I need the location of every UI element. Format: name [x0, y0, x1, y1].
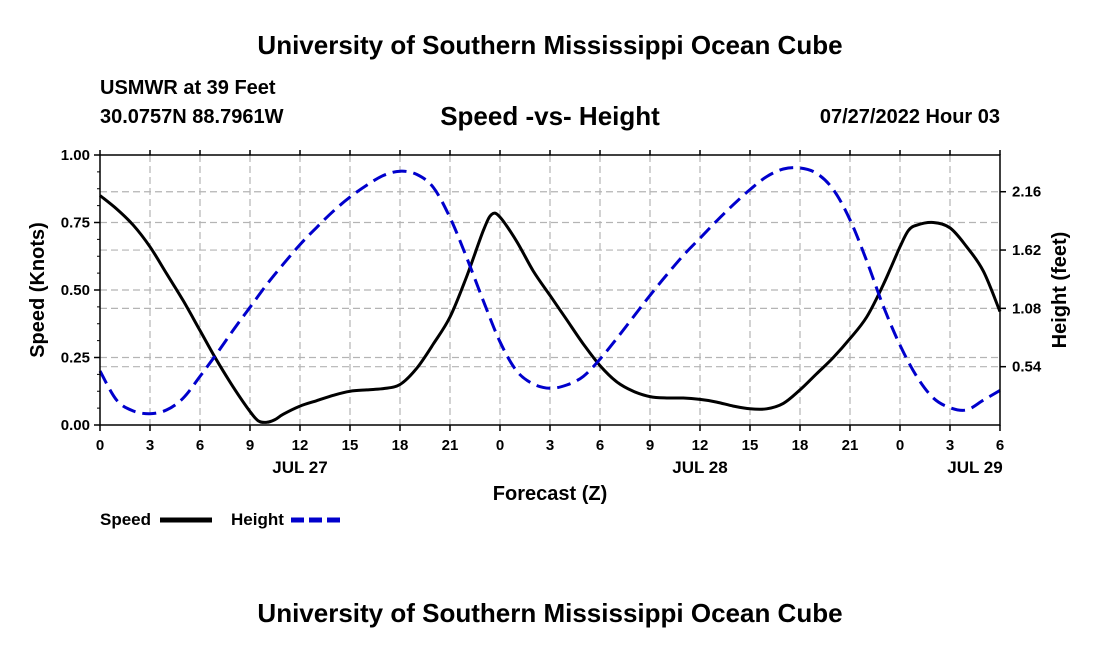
date-label: JUL 28 — [672, 458, 727, 477]
x-tick-label: 18 — [392, 437, 409, 454]
series-layer — [98, 166, 1002, 424]
legend-height-label: Height — [231, 510, 284, 529]
x-tick-label: 15 — [742, 437, 759, 454]
grid-layer — [100, 155, 1000, 425]
x-tick-label: 9 — [646, 437, 654, 454]
chart-title: Speed -vs- Height — [440, 101, 660, 131]
y-tick-label-left: 0.00 — [61, 417, 90, 434]
x-tick-label: 9 — [246, 437, 254, 454]
x-tick-label: 0 — [496, 437, 504, 454]
y-tick-label-left: 0.25 — [61, 350, 90, 367]
page-title-bottom: University of Southern Mississippi Ocean… — [257, 598, 843, 628]
axis-layer: 0 3 6 9 12 15 18 21 0 3 6 9 12 15 18 21 0 3 6 JUL 27 JUL 28 J… — [61, 147, 1042, 477]
date-label: JUL 27 — [272, 458, 327, 477]
x-tick-label: 0 — [96, 437, 104, 454]
x-tick-label: 12 — [692, 437, 709, 454]
x-tick-label: 6 — [196, 437, 204, 454]
series-line-speed — [99, 194, 1002, 424]
legend: Speed Height — [100, 510, 342, 529]
y-tick-label-left: 1.00 — [61, 147, 90, 164]
y-tick-label-right: 0.54 — [1012, 359, 1042, 376]
x-tick-label: 21 — [842, 437, 859, 454]
station-label: USMWR at 39 Feet — [100, 77, 276, 99]
x-tick-label: 12 — [292, 437, 309, 454]
legend-speed-label: Speed — [100, 510, 151, 529]
x-tick-label: 0 — [896, 437, 904, 454]
y-tick-label-right: 1.62 — [1012, 242, 1041, 259]
y-tick-label-left: 0.75 — [61, 215, 90, 232]
series-line-height — [98, 166, 1001, 416]
x-tick-label: 3 — [146, 437, 154, 454]
x-tick-label: 15 — [342, 437, 359, 454]
x-tick-label: 21 — [442, 437, 459, 454]
date-label: JUL 29 — [947, 458, 1002, 477]
y-tick-label-left: 0.50 — [61, 282, 90, 299]
x-tick-label: 18 — [792, 437, 809, 454]
x-tick-label: 6 — [596, 437, 604, 454]
x-tick-label: 6 — [996, 437, 1004, 454]
y-axis-left-label: Speed (Knots) — [27, 222, 49, 358]
x-axis-label: Forecast (Z) — [493, 483, 607, 505]
coordinates-label: 30.0757N 88.7961W — [100, 106, 284, 128]
x-tick-label: 3 — [946, 437, 954, 454]
y-tick-label-right: 2.16 — [1012, 184, 1041, 201]
y-tick-label-right: 1.08 — [1012, 300, 1041, 317]
page-title-top: University of Southern Mississippi Ocean… — [257, 30, 843, 60]
datetime-label: 07/27/2022 Hour 03 — [819, 106, 1000, 128]
y-axis-right-label: Height (feet) — [1049, 232, 1071, 349]
x-tick-label: 3 — [546, 437, 554, 454]
